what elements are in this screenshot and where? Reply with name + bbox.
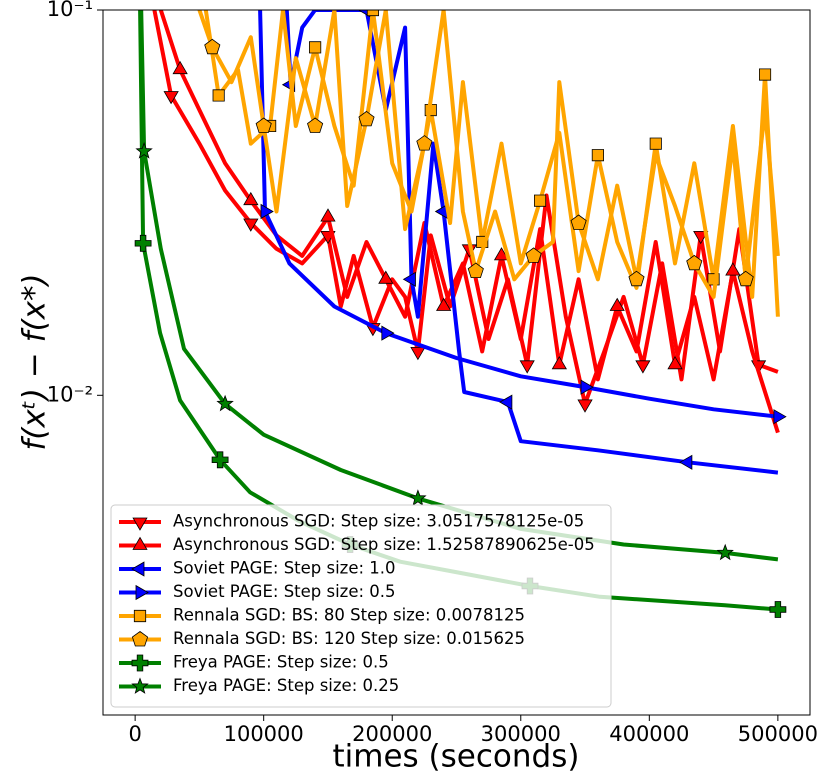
legend-marker [132,517,148,531]
legend-box [110,504,612,708]
legend-marker [133,609,147,623]
marker [737,270,754,287]
marker [773,409,787,425]
marker [635,360,651,374]
marker [493,247,510,261]
x-axis-label: times (seconds) [333,739,580,775]
legend-label: Soviet PAGE: Step size: 1.0 [173,559,396,578]
marker [519,360,535,374]
x-tick-label: 300000 [481,722,561,746]
marker [378,270,394,284]
marker [260,203,274,220]
legend-label: Asynchronous SGD: Step size: 1.525878906… [173,535,595,554]
marker [135,142,153,159]
marker [667,356,683,370]
marker [716,543,734,561]
marker [628,270,645,287]
legend-marker [131,631,149,647]
marker [307,117,324,133]
legend-label: Rennala SGD: BS: 120 Step size: 0.015625 [173,629,525,648]
marker [534,194,547,207]
marker [436,297,452,311]
marker [243,218,259,232]
marker [172,60,188,75]
legend-marker [131,677,149,694]
marker [525,247,542,263]
y-axis-label: f(xᵗ) − f(x*) [17,273,53,450]
marker [686,254,703,271]
marker [551,356,567,370]
marker [609,297,625,311]
marker [410,347,426,361]
marker [591,149,604,162]
marker [255,117,272,133]
marker [725,262,741,276]
series-line [139,10,779,562]
marker [679,454,693,470]
marker [499,394,513,410]
series-line [284,10,779,475]
marker [416,135,433,151]
x-tick-label: 0 [128,722,141,746]
marker [163,91,179,105]
marker [320,208,336,222]
marker [212,89,225,102]
marker [204,38,221,55]
marker [211,451,229,469]
marker [366,10,379,17]
marker [570,214,587,230]
marker [580,379,594,395]
legend-marker [131,561,145,577]
x-tick-label: 500000 [738,722,818,746]
marker [358,110,375,127]
series-line [258,10,779,419]
x-tick-label: 100000 [224,722,304,746]
marker [759,68,772,81]
x-tick-label: 400000 [609,722,689,746]
legend-label: Freya PAGE: Step size: 0.5 [173,653,389,672]
legend-marker [131,654,149,672]
marker [467,262,484,278]
y-tick-label: 10⁻¹ [47,0,93,21]
marker [769,601,787,618]
legend-label: Asynchronous SGD: Step size: 3.051757812… [173,512,584,531]
legend-label: Soviet PAGE: Step size: 0.5 [173,582,396,601]
marker [409,489,427,506]
marker [134,234,152,252]
marker [243,191,259,206]
legend-marker [135,584,149,601]
series-line [203,10,780,317]
legend-label: Rennala SGD: BS: 80 Step size: 0.0078125 [173,606,525,625]
marker [216,394,234,412]
marker [402,271,416,287]
legend-label: Freya PAGE: Step size: 0.25 [173,676,399,695]
marker [381,325,395,341]
marker [577,399,593,413]
plot-frame [102,9,811,716]
y-tick-label: 10⁻² [47,382,93,406]
legend-marker [132,536,148,550]
marker [649,137,662,150]
series-line [197,10,780,299]
legend: Asynchronous SGD: Step size: 3.051757812… [110,504,612,708]
marker [309,41,322,54]
x-tick-label: 200000 [352,722,432,746]
